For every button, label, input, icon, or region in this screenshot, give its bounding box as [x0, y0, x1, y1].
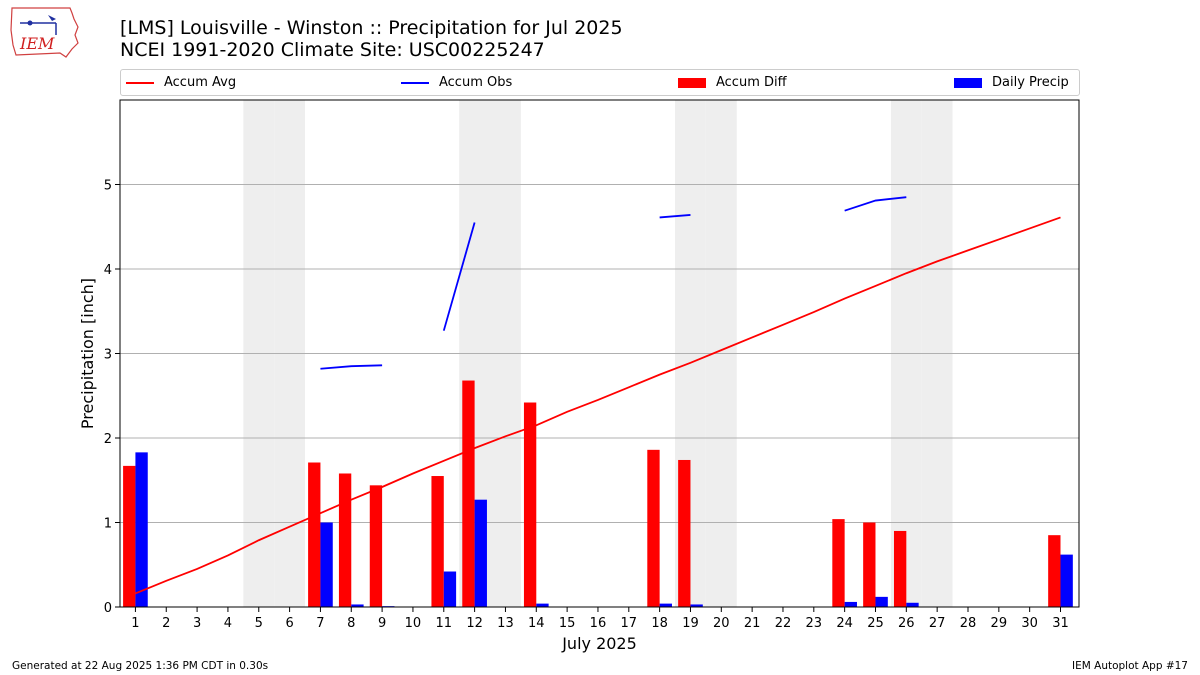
x-tick-label-15: 15: [559, 616, 576, 631]
x-tick-label-27: 27: [929, 616, 946, 631]
chart-legend: Accum Avg Accum Obs Accum Diff Daily Pre…: [120, 69, 1080, 96]
legend-label-accum-diff: Accum Diff: [716, 75, 787, 90]
x-tick-label-1: 1: [131, 616, 139, 631]
bar-daily-precip-14: [536, 603, 549, 607]
legend-swatch-accum-diff: [678, 77, 706, 88]
bar-daily-precip-26: [906, 602, 919, 607]
bar-accum-diff-11: [431, 476, 444, 607]
logo-text: IEM: [19, 34, 55, 53]
x-tick-label-31: 31: [1052, 616, 1069, 631]
bar-accum-diff-12: [462, 380, 475, 607]
bar-accum-diff-18: [647, 449, 660, 607]
bar-daily-precip-8: [351, 604, 364, 607]
legend-label-daily-precip: Daily Precip: [992, 75, 1069, 90]
y-tick-label-5: 5: [104, 179, 112, 194]
legend-label-accum-obs: Accum Obs: [439, 75, 513, 90]
x-tick-label-29: 29: [991, 616, 1008, 631]
legend-item-accum-avg: Accum Avg: [126, 70, 236, 95]
line-accum-obs-segment-1: [442, 222, 476, 331]
legend-label-accum-avg: Accum Avg: [164, 75, 237, 90]
bar-daily-precip-19: [690, 604, 703, 607]
x-tick-label-20: 20: [713, 616, 730, 631]
x-axis-label: July 2025: [561, 634, 637, 653]
x-tick-label-25: 25: [867, 616, 884, 631]
x-tick-label-13: 13: [497, 616, 514, 631]
bar-series: [123, 380, 1073, 607]
bar-accum-diff-1: [123, 465, 136, 607]
chart-subtitle: NCEI 1991-2020 Climate Site: USC00225247: [120, 39, 545, 61]
y-tick-label-3: 3: [104, 348, 112, 363]
line-accum-avg-segment-0: [135, 216, 1061, 595]
iem-logo: IEM: [10, 7, 79, 58]
bar-daily-precip-25: [875, 596, 888, 607]
x-tick-label-16: 16: [590, 616, 607, 631]
bar-accum-diff-8: [338, 473, 352, 607]
x-tick-label-26: 26: [898, 616, 915, 631]
bar-accum-diff-19: [678, 459, 691, 607]
x-tick-label-8: 8: [347, 616, 355, 631]
bar-daily-precip-7: [320, 522, 333, 607]
x-tick-label-12: 12: [466, 616, 483, 631]
legend-swatch-accum-avg: [126, 81, 154, 84]
bar-daily-precip-24: [844, 601, 857, 607]
y-tick-label-1: 1: [104, 517, 112, 532]
bar-daily-precip-12: [474, 499, 487, 607]
x-tick-label-21: 21: [744, 616, 761, 631]
bar-accum-diff-7: [308, 462, 321, 607]
line-accum-obs-segment-2: [659, 214, 691, 219]
x-tick-label-5: 5: [255, 616, 263, 631]
bar-accum-diff-14: [523, 402, 537, 607]
bar-daily-precip-11: [443, 571, 457, 607]
legend-item-accum-diff: Accum Diff: [678, 70, 787, 95]
y-axis-label: Precipitation [inch]: [78, 278, 97, 429]
legend-item-accum-obs: Accum Obs: [401, 70, 512, 95]
x-tick-label-22: 22: [775, 616, 792, 631]
app-label: IEM Autoplot App #17: [1072, 660, 1188, 672]
y-tick-label-4: 4: [104, 263, 112, 278]
bar-accum-diff-9: [369, 485, 383, 607]
bar-accum-diff-26: [893, 530, 907, 607]
grid-lines: [120, 184, 1079, 523]
x-tick-label-14: 14: [528, 616, 545, 631]
x-tick-label-7: 7: [316, 616, 324, 631]
x-tick-label-11: 11: [436, 616, 453, 631]
x-tick-label-30: 30: [1021, 616, 1038, 631]
line-accum-obs-segment-0: [320, 364, 383, 370]
x-tick-label-3: 3: [193, 616, 201, 631]
legend-swatch-daily-precip: [954, 77, 982, 88]
x-tick-label-4: 4: [224, 616, 232, 631]
x-tick-label-28: 28: [960, 616, 977, 631]
x-tick-label-6: 6: [285, 616, 293, 631]
legend-swatch-accum-obs: [401, 81, 429, 84]
bar-accum-diff-31: [1048, 535, 1061, 607]
x-tick-label-10: 10: [405, 616, 422, 631]
bar-daily-precip-1: [135, 452, 148, 607]
generated-timestamp: Generated at 22 Aug 2025 1:36 PM CDT in …: [12, 660, 269, 672]
y-tick-label-2: 2: [104, 432, 112, 447]
line-accum-obs-segment-3: [844, 196, 907, 212]
x-tick-label-9: 9: [378, 616, 386, 631]
x-tick-label-18: 18: [651, 616, 668, 631]
bar-daily-precip-31: [1060, 554, 1073, 607]
x-tick-label-17: 17: [621, 616, 638, 631]
x-tick-label-24: 24: [836, 616, 853, 631]
bar-daily-precip-18: [659, 603, 672, 607]
bar-accum-diff-24: [832, 519, 845, 607]
bar-accum-diff-25: [863, 522, 876, 607]
y-tick-label-0: 0: [104, 601, 112, 616]
x-tick-label-2: 2: [162, 616, 170, 631]
y-axis-ticks: 0 1 2 3 4 5: [104, 179, 120, 616]
x-tick-label-23: 23: [806, 616, 823, 631]
chart-title: [LMS] Louisville - Winston :: Precipitat…: [120, 17, 623, 39]
line-series: [135, 196, 1061, 595]
x-tick-label-19: 19: [682, 616, 699, 631]
x-axis-ticks: 1 2 3 4 5 6 7 8 9 10 11 12 13 14 15 16 17 18 19 20 21 22 23 24 2…: [131, 607, 1069, 631]
legend-item-daily-precip: Daily Precip: [954, 70, 1069, 95]
